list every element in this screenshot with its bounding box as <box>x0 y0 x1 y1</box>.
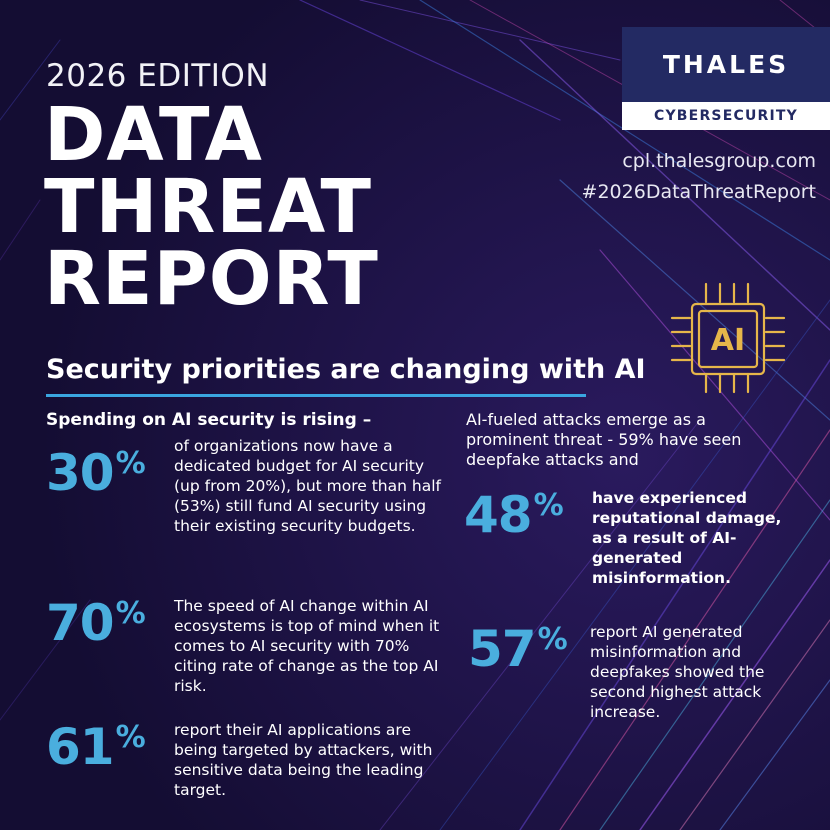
stat-48-number: 48% <box>464 486 564 544</box>
report-title-line-3: REPORT <box>44 236 379 322</box>
report-title-line-2: THREAT <box>44 164 372 250</box>
stat-57-text: report AI generated misinformation and d… <box>590 623 765 721</box>
stat-61-number: 61% <box>46 718 146 776</box>
edition-label: 2026 EDITION <box>46 58 270 94</box>
ai-chip-label: AI <box>711 323 745 358</box>
ai-chip-icon: AI <box>670 282 786 394</box>
website-url[interactable]: cpl.thalesgroup.com <box>622 150 816 172</box>
section-heading: Security priorities are changing with AI <box>46 354 646 385</box>
cybersecurity-banner: CYBERSECURITY <box>622 102 830 130</box>
thales-logo: THALES <box>622 27 830 102</box>
right-intro: AI-fueled attacks emerge as a prominent … <box>466 410 742 469</box>
stat-48-text: have experienced reputational damage, as… <box>592 489 782 587</box>
stat-70-number: 70% <box>46 594 146 652</box>
stat-30-text: of organizations now have a dedicated bu… <box>174 437 441 535</box>
stat-30-number: 30% <box>46 444 146 502</box>
stat-57-number: 57% <box>468 620 568 678</box>
stat-61-text: report their AI applications are being t… <box>174 721 433 799</box>
report-title-line-1: DATA <box>44 92 263 178</box>
hashtag: #2026DataThreatReport <box>581 181 816 203</box>
brand-division: CYBERSECURITY <box>654 108 798 124</box>
left-subheading: Spending on AI security is rising – <box>46 410 372 430</box>
brand-name: THALES <box>662 50 790 79</box>
stat-70-text: The speed of AI change within AI ecosyst… <box>174 597 440 695</box>
heading-underline <box>46 394 586 397</box>
